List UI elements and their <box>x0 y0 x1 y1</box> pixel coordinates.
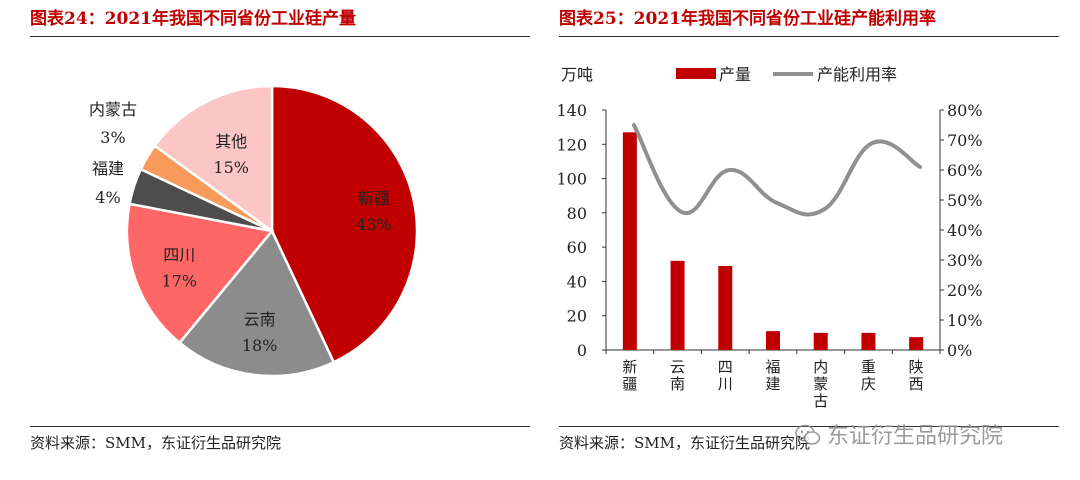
y-left-tick-label: 0 <box>577 341 587 360</box>
utilization-line <box>631 123 923 217</box>
pie-slice-其他 <box>152 84 274 234</box>
bar-福建 <box>766 331 780 350</box>
pie-label: 内蒙古 <box>89 100 137 119</box>
y-right-tick-label: 80% <box>947 101 983 120</box>
y-right-tick-label: 60% <box>947 161 983 180</box>
y-right-tick-label: 40% <box>947 221 983 240</box>
y-right-tick-label: 20% <box>947 281 983 300</box>
legend-line-label: 产能利用率 <box>817 65 897 84</box>
y-right-tick-label: 30% <box>947 251 983 270</box>
pie-label: 福建 <box>92 159 124 178</box>
pie-figure-title: 图表24：2021年我国不同省份工业硅产量 <box>30 9 356 29</box>
legend-bar-swatch <box>676 68 716 79</box>
combo-source-note: 资料来源：SMM，东证衍生品研究院 <box>559 434 810 452</box>
title-rule <box>30 36 530 37</box>
y-right-tick-label: 70% <box>947 131 983 150</box>
right-figure: 图表25：2021年我国不同省份工业硅产能利用率 万吨 产量 产能利用率 0 20 40 6… <box>545 0 1080 480</box>
pie-label: 云南 <box>244 310 276 329</box>
y-left-unit-label: 万吨 <box>561 65 593 84</box>
wechat-icon <box>795 424 821 445</box>
x-tick-label: 重庆 <box>861 358 876 393</box>
y-right-tick-label: 10% <box>947 311 983 330</box>
pie-label: 其他 <box>215 132 247 151</box>
y-left-tick-label: 80 <box>567 204 587 223</box>
pie-slice-云南 <box>177 228 336 378</box>
pie-label: 新疆 <box>358 189 390 208</box>
pie-slice-四川 <box>125 202 275 345</box>
bar-重庆 <box>861 332 876 350</box>
x-tick-label: 陕西 <box>909 358 924 393</box>
combo-figure-title: 图表25：2021年我国不同省份工业硅产能利用率 <box>559 9 936 29</box>
bar-新疆 <box>622 132 637 350</box>
x-tick-label: 内蒙古 <box>813 358 828 410</box>
combo-chart: 万吨 产量 产能利用率 0 20 40 60 80 100 120 140 0% 10% 20% 30% 40… <box>556 65 983 410</box>
y-right-tick-label: 0% <box>947 341 972 360</box>
pie-source-note: 资料来源：SMM，东证衍生品研究院 <box>30 434 281 452</box>
pie-slice-新疆 <box>270 84 419 364</box>
y-left-tick-label: 140 <box>556 101 587 120</box>
x-tick-label: 福建 <box>765 358 780 393</box>
watermark: 东证衍生品研究院 <box>795 418 1003 450</box>
pie-pct-label: 4% <box>95 188 120 207</box>
y-left-tick-label: 20 <box>567 307 587 326</box>
y-left-tick-label: 60 <box>567 238 587 257</box>
bar-内蒙古 <box>813 332 828 350</box>
pie-label: 四川 <box>163 245 195 264</box>
x-tick-label: 云南 <box>670 358 685 393</box>
pie-pct-label: 15% <box>213 158 249 177</box>
left-figure: 图表24：2021年我国不同省份工业硅产量 新疆 43% 云南 18% 四川 17% 福建 4… <box>0 0 530 480</box>
pie-pct-label: 17% <box>161 271 197 290</box>
pie-chart: 新疆 43% 云南 18% 四川 17% 福建 4% 内蒙古 3% 其他 15% <box>89 84 419 378</box>
title-rule <box>559 36 1059 37</box>
bar-四川 <box>718 266 733 350</box>
x-tick-label: 新疆 <box>622 358 637 393</box>
y-left-tick-label: 40 <box>567 272 587 291</box>
y-left-tick-label: 120 <box>556 135 587 154</box>
pie-pct-label: 43% <box>356 215 392 234</box>
pie-pct-label: 3% <box>100 128 125 147</box>
watermark-text: 东证衍生品研究院 <box>827 424 1004 449</box>
pie-pct-label: 18% <box>242 336 278 355</box>
y-left-tick-label: 100 <box>556 170 587 189</box>
bar-陕西 <box>909 337 924 350</box>
bar-云南 <box>670 260 685 350</box>
legend-bar-label: 产量 <box>719 65 751 84</box>
y-right-tick-label: 50% <box>947 191 983 210</box>
source-rule <box>30 426 530 427</box>
x-tick-label: 四川 <box>718 358 733 393</box>
